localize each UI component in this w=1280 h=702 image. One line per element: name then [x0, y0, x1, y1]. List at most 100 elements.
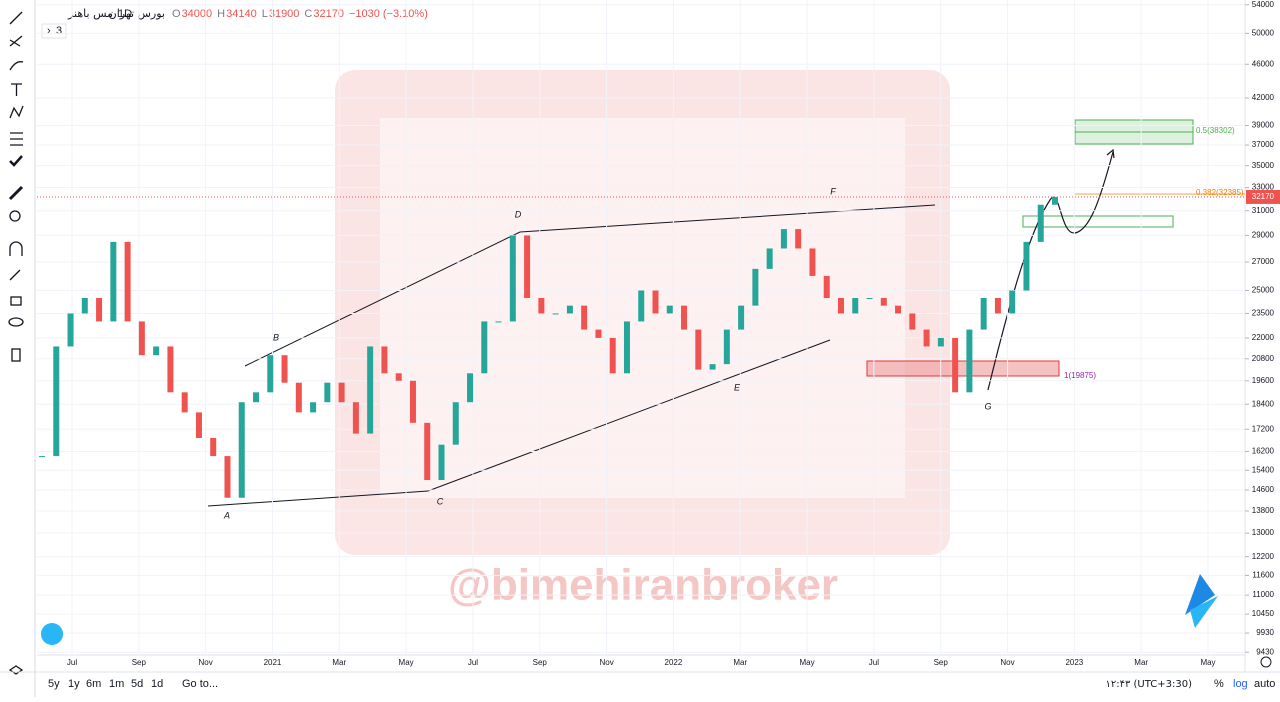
visibility-tool[interactable]: [8, 317, 24, 327]
y-tick-label: 17200: [1252, 424, 1275, 433]
candle: [923, 329, 930, 347]
y-tick-label: 42000: [1252, 93, 1275, 102]
y-tick-label: 15400: [1252, 465, 1275, 474]
trash-tool[interactable]: [11, 348, 21, 362]
candle: [381, 346, 388, 374]
drawings: [207, 119, 1245, 507]
layers-tool[interactable]: [8, 665, 24, 675]
y-tick-label: 35000: [1252, 161, 1275, 170]
candle: [324, 382, 331, 403]
candle: [1052, 196, 1058, 205]
wave-label: E: [734, 382, 741, 392]
candle: [338, 382, 345, 403]
range-button[interactable]: 5y: [48, 678, 60, 690]
y-tick-label: 13000: [1252, 528, 1275, 537]
candle: [738, 305, 745, 330]
y-tick-label: 39000: [1252, 121, 1275, 130]
fib-tool[interactable]: [9, 35, 23, 47]
candle: [809, 248, 816, 276]
y-tick-label: 9430: [1256, 647, 1274, 656]
trendline-tool[interactable]: [9, 11, 23, 25]
candle: [766, 248, 773, 269]
candle: [595, 329, 602, 338]
magnet-tool[interactable]: [9, 241, 23, 256]
broker-logo: [41, 574, 1218, 645]
axis-option[interactable]: %: [1214, 678, 1224, 690]
candle: [224, 456, 231, 498]
candle: [181, 392, 188, 413]
candle: [852, 297, 859, 314]
ohlc-label: C: [304, 8, 312, 20]
y-tick-label: 12200: [1252, 552, 1275, 561]
y-tick-label: 9930: [1256, 628, 1274, 637]
zoom-tool[interactable]: [9, 210, 21, 222]
x-tick-label: Mar: [332, 658, 346, 667]
candle: [866, 297, 873, 299]
fib-label: 0.382(32385): [1196, 188, 1244, 197]
candle: [623, 321, 630, 374]
range-button[interactable]: 1m: [109, 678, 124, 690]
brush-tool[interactable]: [9, 61, 24, 71]
y-tick-label: 33000: [1252, 183, 1275, 192]
candle: [909, 313, 916, 330]
range-button[interactable]: 5d: [131, 678, 143, 690]
pattern-tool[interactable]: [9, 105, 24, 119]
prediction-tool[interactable]: [10, 132, 23, 146]
ohlc-value: 31900: [269, 8, 300, 20]
x-tick-label: 2021: [264, 658, 282, 667]
lock-tool[interactable]: [10, 296, 22, 306]
candle: [153, 346, 160, 356]
exchange: بورس تهران: [109, 7, 165, 20]
candle: [210, 437, 217, 457]
candle: [238, 402, 245, 498]
y-tick-label: 29000: [1252, 231, 1275, 240]
y-tick-label: 27000: [1252, 257, 1275, 266]
clock: ۱۲:۴۳ (UTC+3:30): [1106, 679, 1193, 690]
candle: [267, 355, 274, 393]
change: −1030 (−3.10%): [349, 8, 428, 20]
x-tick-label: 2022: [665, 658, 683, 667]
candle: [880, 297, 887, 306]
candle: [352, 402, 359, 434]
x-tick-label: Sep: [132, 658, 147, 667]
range-button[interactable]: 6m: [86, 678, 101, 690]
interval: 1D: [118, 8, 132, 20]
axis-option[interactable]: auto: [1254, 678, 1275, 690]
candle: [566, 305, 573, 314]
candle: [638, 290, 645, 322]
y-tick-label: 18400: [1252, 399, 1275, 408]
candle: [124, 241, 131, 322]
studies-count: 3: [56, 25, 62, 37]
ohlc-value: 34000: [182, 8, 213, 20]
candle: [39, 456, 45, 458]
studies-toggle[interactable]: [41, 23, 67, 39]
candle: [281, 355, 288, 383]
check-tool[interactable]: [9, 155, 23, 167]
y-tick-label: 54000: [1252, 0, 1275, 9]
candle: [467, 373, 474, 403]
x-tick-label: Sep: [533, 658, 548, 667]
candle: [552, 313, 559, 315]
settings-button[interactable]: [1260, 656, 1272, 668]
text-tool[interactable]: [11, 83, 22, 96]
lock-draw-tool[interactable]: [9, 269, 21, 281]
candle: [980, 297, 987, 330]
candle: [952, 337, 959, 393]
wave-label: A: [223, 510, 230, 520]
ruler-tool[interactable]: [8, 185, 24, 201]
ohlc-label: H: [217, 8, 225, 20]
wave-label: G: [984, 401, 991, 411]
candle: [452, 402, 459, 445]
y-tick-label: 10450: [1252, 609, 1275, 618]
y-tick-label: 13800: [1252, 506, 1275, 515]
axis-option[interactable]: log: [1233, 678, 1248, 690]
studies-chevron: ›: [47, 25, 51, 37]
candle: [367, 346, 374, 434]
x-tick-label: May: [399, 658, 414, 667]
candle: [795, 229, 802, 249]
range-button[interactable]: 1y: [68, 678, 80, 690]
goto-button[interactable]: Go to...: [182, 678, 218, 690]
candle: [138, 321, 145, 356]
range-button[interactable]: 1d: [151, 678, 163, 690]
